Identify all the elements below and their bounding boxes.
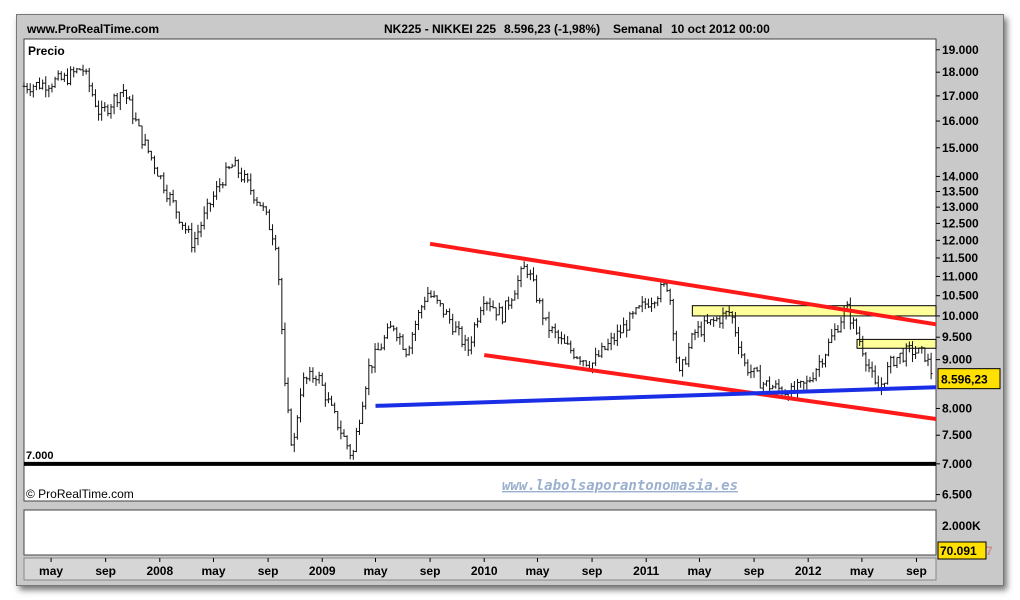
red-channel-line bbox=[483, 353, 937, 421]
y-tick-label: 13.500 bbox=[942, 184, 979, 198]
x-tick-label: 2012 bbox=[795, 564, 822, 578]
x-tick-label: 2010 bbox=[471, 564, 498, 578]
chart-frame: www.ProRealTime.com NK225 - NIKKEI 225 8… bbox=[16, 14, 1004, 586]
x-tick-label: sep bbox=[420, 564, 441, 578]
volume-last-label: 70.091 bbox=[940, 544, 977, 558]
y-tick-label: 12.000 bbox=[942, 233, 979, 247]
y-tick-label: 10.500 bbox=[942, 289, 979, 303]
timeframe-label: Semanal bbox=[613, 22, 663, 36]
x-tick-label: may bbox=[363, 564, 387, 578]
y-tick-label: 9.500 bbox=[942, 330, 972, 344]
last-price-badge bbox=[937, 368, 1001, 390]
x-tick-label: may bbox=[39, 564, 63, 578]
blue-trendline bbox=[375, 385, 937, 408]
y-tick-label: 7.500 bbox=[942, 428, 972, 442]
y-tick-label: 16.000 bbox=[942, 114, 979, 128]
volume-last-suffix: 7 bbox=[986, 544, 993, 558]
level-label: 7.000 bbox=[26, 450, 54, 462]
resistance-zone bbox=[856, 338, 937, 349]
x-tick-label: may bbox=[850, 564, 874, 578]
x-tick-label: sep bbox=[95, 564, 116, 578]
y-tick-label: 17.000 bbox=[942, 89, 979, 103]
x-tick-label: may bbox=[201, 564, 225, 578]
last-price-label: 8.596,23 bbox=[941, 373, 988, 387]
y-tick-label: 15.000 bbox=[942, 141, 979, 155]
chart-svg: 6.500 7.000 7.500 8.000 9.000 9.500 10.000 10.5… bbox=[22, 38, 1001, 581]
x-tick-label: 2009 bbox=[309, 564, 336, 578]
y-tick-label: 18.000 bbox=[942, 65, 979, 79]
y-tick-label: 19.000 bbox=[942, 43, 979, 57]
x-tick-label: may bbox=[687, 564, 711, 578]
red-channel-line bbox=[429, 241, 937, 327]
site-label: www.ProRealTime.com bbox=[27, 22, 160, 36]
volume-last-badge bbox=[937, 541, 987, 560]
x-tick-label: may bbox=[525, 564, 549, 578]
watermark: www.labolsaporantonomasia.es bbox=[502, 478, 738, 494]
x-tick-label: sep bbox=[582, 564, 603, 578]
volume-panel bbox=[23, 509, 937, 556]
quote-label: 8.596,23 (-1,98%) bbox=[504, 22, 601, 36]
date-axis-band bbox=[23, 557, 937, 581]
price-bars bbox=[22, 64, 933, 460]
panel-title: Precio bbox=[28, 44, 65, 58]
x-tick-label: sep bbox=[258, 564, 279, 578]
chart-header: www.ProRealTime.com NK225 - NIKKEI 225 8… bbox=[17, 15, 1003, 39]
y-tick-label: 11.000 bbox=[942, 269, 978, 283]
y-tick-label: 6.500 bbox=[942, 488, 972, 502]
y-tick-label: 13.000 bbox=[942, 200, 979, 214]
instrument-label: NK225 - NIKKEI 225 bbox=[384, 22, 497, 36]
y-tick-label: 9.000 bbox=[942, 353, 972, 367]
x-tick-label: sep bbox=[906, 564, 927, 578]
y-tick-label: 11.500 bbox=[942, 251, 978, 265]
volume-scale-label: 2.000K bbox=[942, 519, 981, 533]
y-tick-label: 7.000 bbox=[942, 457, 972, 471]
price-panel bbox=[23, 38, 937, 502]
x-tick-label: 2008 bbox=[146, 564, 173, 578]
x-tick-label: 2011 bbox=[633, 564, 659, 578]
y-tick-label: 12.500 bbox=[942, 216, 979, 230]
copyright-label: © ProRealTime.com bbox=[26, 487, 134, 501]
datetime-label: 10 oct 2012 00:00 bbox=[671, 22, 770, 36]
y-tick-label: 14.000 bbox=[942, 169, 979, 183]
y-tick-label: 8.000 bbox=[942, 401, 972, 415]
x-tick-label: sep bbox=[744, 564, 765, 578]
y-tick-label: 10.000 bbox=[942, 309, 979, 323]
